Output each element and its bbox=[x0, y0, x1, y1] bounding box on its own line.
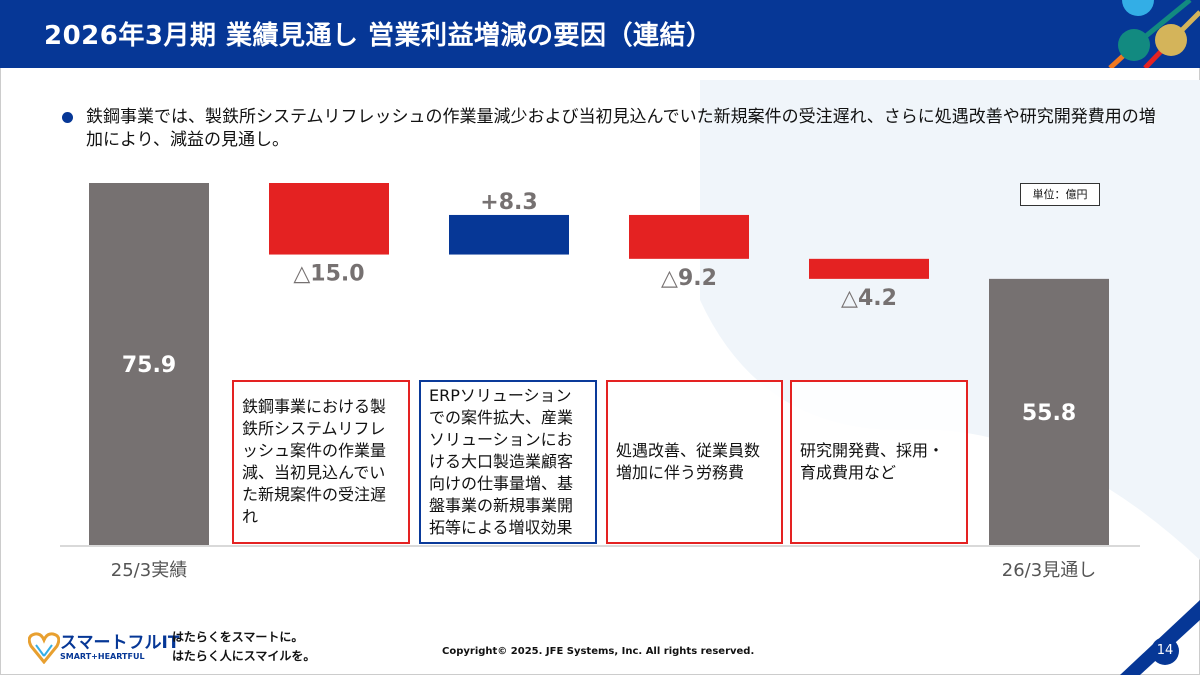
bar-decrease bbox=[629, 214, 749, 259]
bar-decrease bbox=[809, 258, 929, 279]
category-label: 26/3見通し bbox=[1002, 560, 1096, 581]
note-labor: 処遇改善、従業員数増加に伴う労務費 bbox=[606, 380, 783, 544]
slogan-line-1: はたらくをスマートに。 bbox=[172, 630, 304, 644]
unit-label: 単位：億円 bbox=[1020, 183, 1100, 206]
note-steel: 鉄鋼事業における製鉄所システムリフレッシュ案件の作業量減、当初見込んでいた新規案… bbox=[232, 380, 410, 544]
summary-text: 鉄鋼事業では、製鉄所システムリフレッシュの作業量減少および当初見込んでいた新規案… bbox=[86, 107, 1156, 150]
data-label: △4.2 bbox=[841, 286, 897, 311]
data-label: 75.9 bbox=[122, 353, 176, 378]
bar-total bbox=[989, 278, 1109, 545]
waterfall-chart: 75.9 25/3実績 △15.0 +8.3 △9.2 △4.2 55.8 26/3見通し bbox=[60, 183, 1140, 581]
bar-increase bbox=[449, 214, 569, 255]
brand-decoration-icon bbox=[1108, 0, 1200, 68]
data-label: △15.0 bbox=[293, 262, 364, 287]
note-rnd: 研究開発費、採用・育成費用など bbox=[790, 380, 968, 544]
slogan-line-2: はたらく人にスマイルを。 bbox=[172, 649, 316, 663]
heart-logo-icon bbox=[28, 632, 60, 664]
category-label: 25/3実績 bbox=[111, 560, 187, 581]
copyright: Copyright© 2025. JFE Systems, Inc. All r… bbox=[442, 646, 755, 657]
data-label: +8.3 bbox=[480, 190, 537, 215]
data-label: 55.8 bbox=[1022, 401, 1076, 426]
bar-decrease bbox=[269, 183, 389, 255]
data-label: △9.2 bbox=[661, 266, 717, 291]
logo-subtext: SMART+HEARTFUL bbox=[60, 652, 145, 661]
page-title: 2026年3月期 業績見通し 営業利益増減の要因（連結） bbox=[44, 21, 713, 51]
title-bar: 2026年3月期 業績見通し 営業利益増減の要因（連結） bbox=[0, 0, 1200, 68]
logo-text: スマートフルIT bbox=[60, 633, 180, 653]
note-revenue: ERPソリューションでの案件拡大、産業ソリューションにおける大口製造業顧客向けの… bbox=[419, 380, 597, 544]
page-number: 14 bbox=[1151, 637, 1179, 665]
slogan: はたらくをスマートに。 はたらく人にスマイルを。 bbox=[172, 628, 315, 666]
summary-bullet: 鉄鋼事業では、製鉄所システムリフレッシュの作業量減少および当初見込んでいた新規案… bbox=[62, 106, 1162, 152]
bullet-icon bbox=[62, 112, 73, 123]
bar-total bbox=[89, 183, 209, 545]
